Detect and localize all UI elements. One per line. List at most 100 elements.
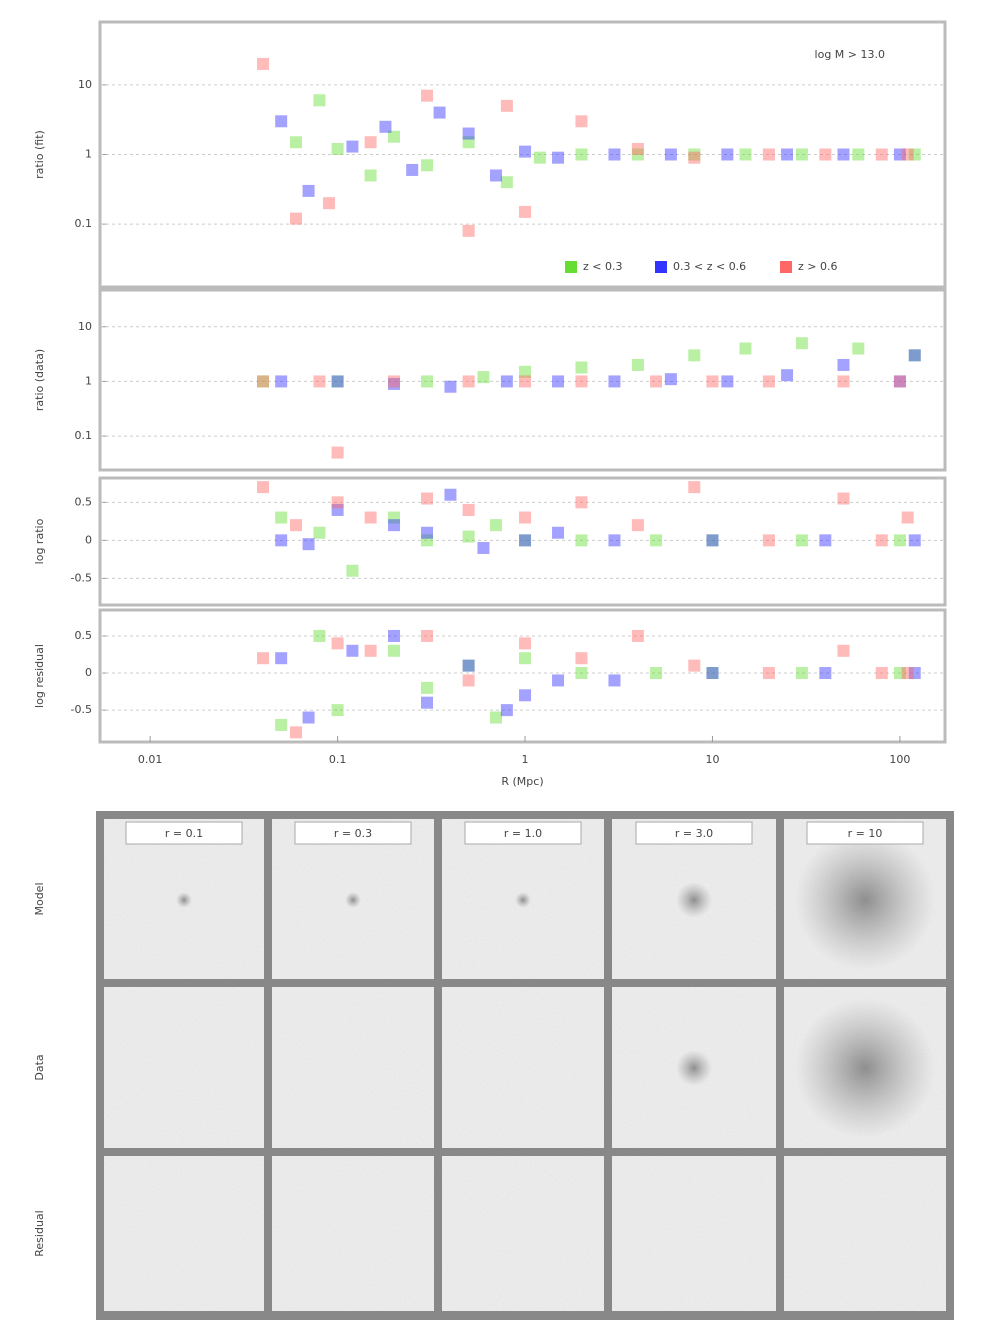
scatter-point — [388, 130, 401, 143]
scatter-point — [331, 142, 344, 155]
scatter-point — [688, 659, 701, 672]
scatter-point — [908, 349, 921, 362]
scatter-point — [275, 652, 288, 665]
scatter-point — [421, 526, 434, 539]
y-tick-label: 0.5 — [75, 495, 93, 508]
y-tick-label: 0.5 — [75, 629, 93, 642]
scatter-point — [331, 446, 344, 459]
scatter-point — [608, 375, 621, 388]
y-tick-label: 10 — [78, 320, 92, 333]
scatter-point — [421, 534, 434, 547]
scatter-point — [575, 667, 588, 680]
scatter-point — [257, 375, 270, 388]
scatter-point — [575, 361, 588, 374]
scatter-point — [275, 375, 288, 388]
plot-frame — [98, 476, 947, 607]
scatter-point — [323, 197, 336, 210]
column-title-box — [294, 821, 412, 845]
image-noise — [784, 1156, 946, 1311]
scatter-point — [819, 534, 832, 547]
scatter-point — [762, 667, 775, 680]
scatter-point — [688, 349, 701, 362]
scatter-point — [631, 148, 644, 161]
scatter-point — [462, 674, 475, 687]
column-title-box — [125, 821, 243, 845]
column-title-box — [806, 821, 924, 845]
scatter-point — [706, 534, 719, 547]
scatter-point — [837, 358, 850, 371]
scatter-point — [762, 375, 775, 388]
scatter-point — [519, 511, 532, 524]
scatter-point — [519, 637, 532, 650]
image-source — [795, 998, 935, 1138]
scatter-point — [490, 519, 503, 532]
scatter-point — [406, 163, 419, 176]
y-tick-label: 0 — [85, 666, 92, 679]
scatter-point — [421, 159, 434, 172]
scatter-point — [875, 148, 888, 161]
scatter-point — [575, 115, 588, 128]
scatter-point — [519, 689, 532, 702]
scatter-point — [650, 667, 663, 680]
image-noise — [104, 1156, 264, 1311]
scatter-point — [421, 375, 434, 388]
scatter-point — [490, 711, 503, 724]
x-axis-label: R (Mpc) — [501, 775, 543, 788]
legend-label: z < 0.3 — [583, 260, 622, 273]
scatter-point — [462, 659, 475, 672]
legend-swatch — [780, 261, 792, 273]
scatter-point — [901, 148, 914, 161]
column-title-box — [464, 821, 582, 845]
scatter-point — [364, 511, 377, 524]
scatter-point — [706, 375, 719, 388]
scatter-point — [313, 375, 326, 388]
scatter-point — [819, 667, 832, 680]
scatter-point — [257, 375, 270, 388]
scatter-point — [500, 704, 513, 717]
scatter-point — [313, 526, 326, 539]
scatter-point — [257, 481, 270, 494]
scatter-point — [552, 674, 565, 687]
image-source — [345, 892, 361, 908]
scatter-point — [462, 659, 475, 672]
scatter-point — [901, 511, 914, 524]
y-tick-label: -0.5 — [71, 703, 92, 716]
y-tick-label: 10 — [78, 78, 92, 91]
scatter-point — [290, 136, 303, 149]
legend-label: z > 0.6 — [798, 260, 837, 273]
scatter-point — [346, 644, 359, 657]
scatter-point — [739, 342, 752, 355]
scatter-point — [462, 136, 475, 149]
scatter-point — [721, 148, 734, 161]
x-tick-label: 10 — [705, 753, 719, 766]
scatter-point — [837, 492, 850, 505]
column-title: r = 3.0 — [675, 827, 713, 840]
scatter-point — [331, 375, 344, 388]
column-title: r = 0.3 — [334, 827, 372, 840]
row-label: Data — [33, 1054, 46, 1080]
scatter-point — [631, 519, 644, 532]
scatter-point — [421, 89, 434, 102]
scatter-point — [433, 106, 446, 119]
scatter-point — [795, 148, 808, 161]
column-title-box — [635, 821, 753, 845]
column-title: r = 10 — [848, 827, 883, 840]
scatter-point — [631, 629, 644, 642]
scatter-point — [290, 212, 303, 225]
scatter-point — [519, 534, 532, 547]
scatter-point — [290, 726, 303, 739]
scatter-point — [388, 644, 401, 657]
row-label: Residual — [33, 1210, 46, 1256]
scatter-point — [608, 674, 621, 687]
x-tick-label: 100 — [889, 753, 910, 766]
scatter-point — [364, 136, 377, 149]
scatter-point — [257, 652, 270, 665]
y-axis-label: log ratio — [33, 518, 46, 564]
image-source — [176, 892, 192, 908]
row-label: Model — [33, 882, 46, 915]
scatter-point — [257, 57, 270, 70]
scatter-point — [852, 342, 865, 355]
image-noise — [272, 1156, 434, 1311]
scatter-point — [706, 667, 719, 680]
